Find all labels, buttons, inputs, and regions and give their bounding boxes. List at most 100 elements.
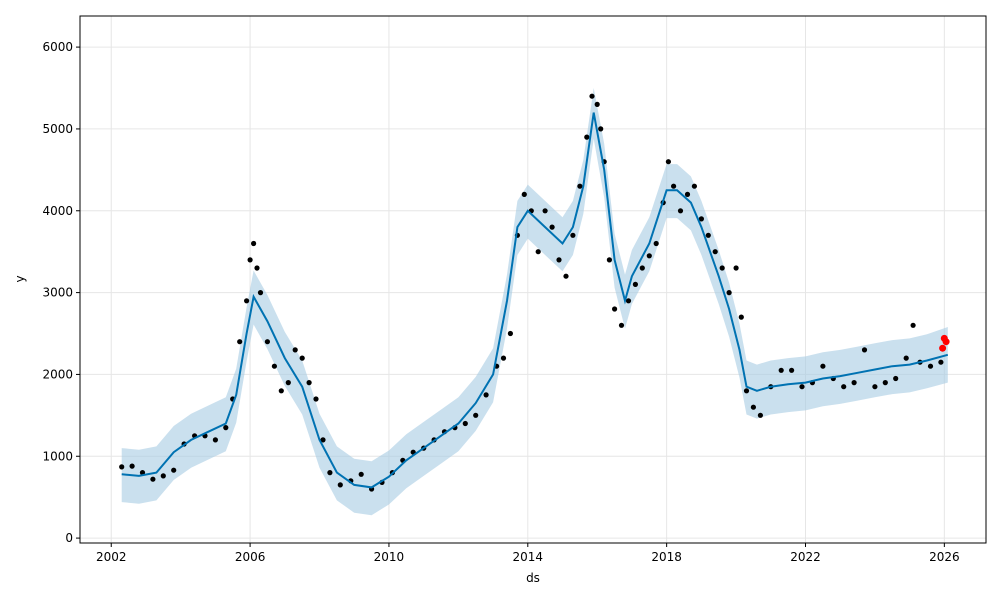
observed-point	[671, 183, 677, 189]
observed-point	[799, 384, 805, 390]
observed-point	[358, 471, 364, 477]
observed-point	[927, 363, 934, 369]
observed-point	[542, 208, 548, 214]
observed-point	[841, 384, 847, 390]
observed-point	[150, 476, 156, 482]
observed-point	[750, 404, 757, 410]
observed-point	[254, 265, 260, 271]
highlight-point	[939, 344, 947, 352]
highlight-point	[942, 338, 950, 346]
observed-point	[292, 347, 298, 353]
x-tick-label: 2002	[96, 550, 127, 564]
x-tick-label: 2018	[651, 550, 682, 564]
y-tick-label: 6000	[42, 40, 73, 54]
observed-point	[247, 257, 253, 263]
observed-point	[820, 363, 826, 369]
observed-point	[778, 367, 784, 373]
observed-point	[719, 265, 725, 271]
observed-point	[606, 257, 613, 263]
observed-point	[598, 126, 604, 132]
observed-point	[337, 482, 343, 488]
observed-point	[483, 392, 489, 398]
forecast-line-path	[121, 112, 949, 489]
observed-point	[677, 208, 684, 214]
observed-point	[264, 339, 270, 345]
observed-point	[691, 183, 698, 189]
y-tick-label: 3000	[42, 286, 73, 300]
observed-point	[653, 240, 659, 247]
observed-point	[139, 470, 146, 476]
observed-point	[507, 330, 513, 337]
observed-point	[618, 322, 625, 328]
observed-point	[119, 464, 125, 470]
observed-point	[632, 281, 639, 287]
observed-point	[563, 273, 569, 279]
observed-points	[119, 93, 944, 492]
observed-point	[789, 367, 795, 373]
observed-point	[212, 437, 218, 443]
observed-point	[594, 101, 600, 107]
observed-point	[665, 159, 672, 165]
observed-point	[473, 412, 479, 418]
observed-point	[462, 420, 468, 427]
observed-point	[129, 463, 135, 469]
observed-point	[893, 375, 899, 382]
observed-point	[705, 232, 711, 238]
observed-point	[285, 380, 291, 386]
observed-point	[684, 191, 691, 197]
observed-point	[535, 249, 541, 255]
observed-point	[698, 216, 705, 222]
observed-point	[327, 470, 333, 476]
observed-point	[299, 355, 305, 361]
observed-point	[639, 265, 645, 271]
observed-point	[910, 322, 916, 328]
x-tick-label: 2014	[513, 550, 544, 564]
observed-point	[757, 412, 764, 418]
observed-point	[861, 347, 868, 353]
observed-point	[171, 467, 177, 473]
observed-point	[903, 355, 909, 361]
y-tick-label: 4000	[42, 204, 73, 218]
observed-point	[556, 257, 562, 263]
x-axis-label: ds	[526, 571, 540, 585]
x-tick-label: 2010	[374, 550, 405, 564]
forecast-line	[121, 112, 949, 489]
observed-point	[589, 93, 595, 99]
observed-point	[570, 232, 576, 238]
observed-point	[237, 339, 243, 345]
observed-point	[733, 265, 739, 271]
observed-point	[313, 396, 319, 402]
observed-point	[625, 298, 632, 304]
observed-point	[612, 306, 618, 312]
x-tick-label: 2026	[929, 550, 960, 564]
y-tick-label: 0	[65, 531, 73, 545]
observed-point	[549, 224, 555, 230]
observed-point	[257, 290, 264, 296]
observed-point	[251, 240, 257, 247]
y-tick-label: 2000	[42, 367, 73, 381]
observed-point	[938, 359, 944, 365]
observed-point	[320, 437, 326, 443]
x-tick-label: 2022	[790, 550, 821, 564]
observed-point	[584, 134, 590, 140]
observed-point	[738, 314, 744, 320]
observed-point	[851, 380, 857, 386]
observed-point	[743, 388, 750, 394]
observed-point	[500, 355, 507, 361]
observed-point	[160, 473, 166, 479]
plot-frame	[79, 15, 987, 544]
observed-point	[278, 388, 284, 394]
observed-point	[646, 253, 652, 259]
observed-point	[244, 298, 250, 304]
x-axis: 2002 2006 2010 2014 2018 2022 2026	[96, 543, 960, 564]
observed-point	[577, 183, 583, 189]
y-axis: 0 1000 2000 3000 4000 5000 6000	[42, 40, 80, 545]
x-tick-label: 2006	[235, 550, 266, 564]
observed-point	[306, 380, 312, 386]
observed-point	[712, 249, 718, 255]
y-tick-label: 1000	[42, 449, 73, 463]
observed-point	[521, 191, 527, 197]
highlight-points	[939, 334, 950, 352]
